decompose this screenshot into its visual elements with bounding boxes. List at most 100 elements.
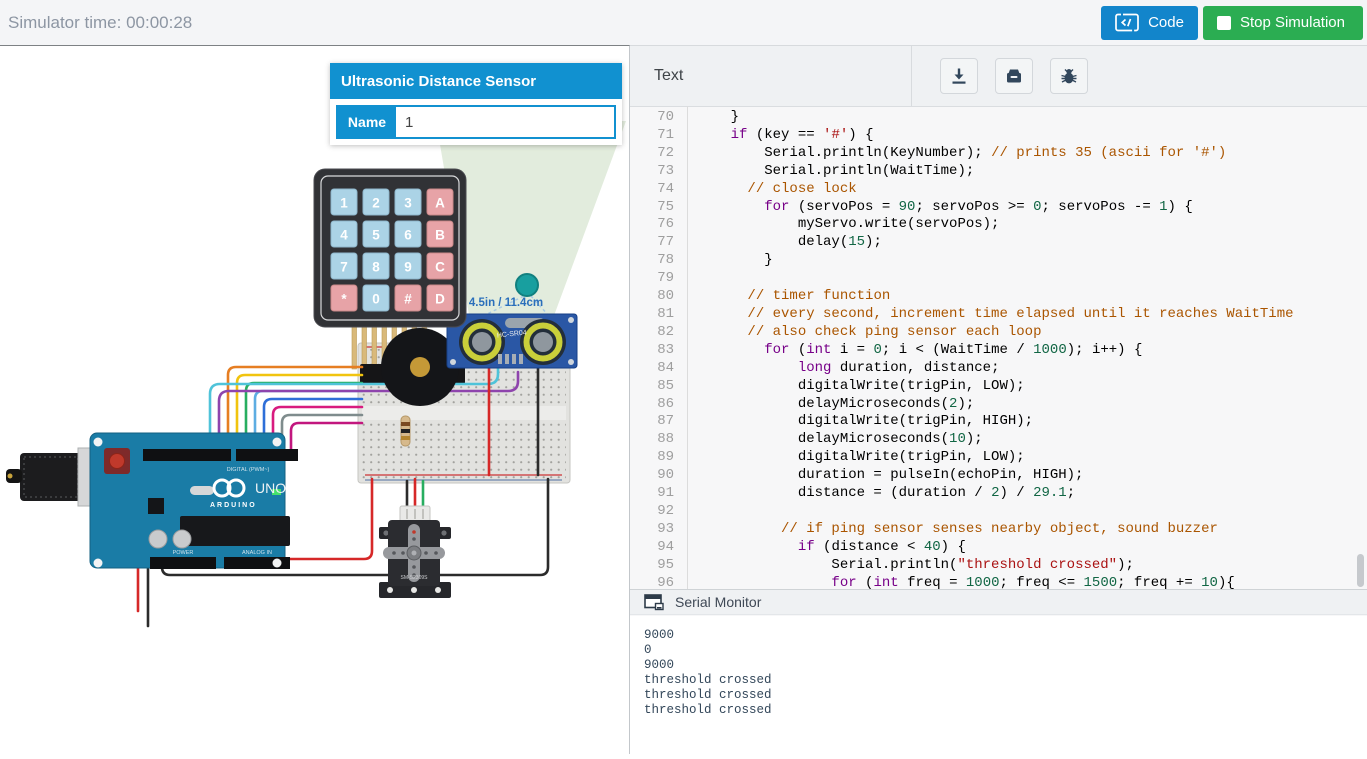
code-button[interactable]: Code — [1101, 5, 1198, 40]
code-line[interactable]: 84 long duration, distance; — [630, 360, 1367, 378]
circuit-drawing: HC-SR04 1 2 3 A 4 5 6 B 7 8 9 C * 0 # D 4.5in / 11.4cm — [6, 121, 626, 628]
keypad-key-1[interactable]: 1 — [330, 188, 358, 216]
code-line[interactable]: 75 for (servoPos = 90; servoPos >= 0; se… — [630, 199, 1367, 217]
svg-text:3: 3 — [404, 196, 412, 211]
code-line[interactable]: 72 Serial.println(KeyNumber); // prints … — [630, 145, 1367, 163]
arduino-brand-label: ARDUINO — [210, 502, 257, 509]
debug-icon — [1061, 69, 1077, 84]
keypad-key-star[interactable]: * — [330, 284, 358, 312]
code-line[interactable]: 82 // also check ping sensor each loop — [630, 324, 1367, 342]
code-line[interactable]: 78 } — [630, 252, 1367, 270]
keypad-key-6[interactable]: 6 — [394, 220, 422, 248]
keypad-key-9[interactable]: 9 — [394, 252, 422, 280]
line-number: 95 — [657, 556, 674, 573]
code-line[interactable]: 81 // every second, increment time elaps… — [630, 306, 1367, 324]
download-button[interactable] — [940, 58, 978, 94]
resistor[interactable] — [400, 415, 411, 447]
line-number-gutter — [630, 106, 688, 589]
svg-text:6: 6 — [404, 228, 412, 243]
line-number: 74 — [657, 180, 674, 197]
keypad-key-8[interactable]: 8 — [362, 252, 390, 280]
serial-monitor-output: 9000 0 9000 threshold crossed threshold … — [630, 616, 1367, 754]
line-number: 84 — [657, 359, 674, 376]
svg-text:7: 7 — [340, 260, 348, 275]
component-popup: Ultrasonic Distance Sensor Name — [330, 63, 622, 145]
piezo-buzzer[interactable] — [381, 328, 459, 406]
code-line[interactable]: 87 digitalWrite(trigPin, HIGH); — [630, 413, 1367, 431]
code-line[interactable]: 80 // timer function — [630, 288, 1367, 306]
popup-body: Name — [330, 99, 622, 145]
line-number: 91 — [657, 485, 674, 502]
svg-text:#: # — [404, 292, 412, 307]
serial-monitor-title: Serial Monitor — [675, 594, 762, 610]
line-number: 86 — [657, 395, 674, 412]
code-editor[interactable]: 70 } 71 if (key == '#') {72 Serial.printl… — [630, 106, 1367, 589]
code-line[interactable]: 94 if (distance < 40) { — [630, 539, 1367, 557]
code-line[interactable]: 74 // close lock — [630, 181, 1367, 199]
code-line[interactable]: 88 delayMicroseconds(10); — [630, 431, 1367, 449]
keypad-key-B[interactable]: B — [426, 220, 454, 248]
arduino-logo-label: UNO — [255, 480, 286, 496]
code-line[interactable]: 77 delay(15); — [630, 234, 1367, 252]
code-line[interactable]: 70 } — [630, 109, 1367, 127]
component-name-input[interactable] — [396, 107, 614, 137]
jumper-wires[interactable] — [136, 365, 550, 628]
keypad-key-0[interactable]: 0 — [362, 284, 390, 312]
code-line[interactable]: 95 Serial.println("threshold crossed"); — [630, 557, 1367, 575]
editor-mode-select[interactable]: Text — [630, 46, 912, 106]
keypad-key-C[interactable]: C — [426, 252, 454, 280]
stop-simulation-button[interactable]: Stop Simulation — [1202, 5, 1363, 40]
line-number: 88 — [657, 431, 674, 448]
keypad-key-5[interactable]: 5 — [362, 220, 390, 248]
ultrasonic-sensor[interactable]: HC-SR04 — [446, 313, 578, 369]
code-line[interactable]: 73 Serial.println(WaitTime); — [630, 163, 1367, 181]
line-number: 75 — [657, 198, 674, 215]
code-line[interactable]: 93 // if ping sensor senses nearby objec… — [630, 521, 1367, 539]
keypad-key-hash[interactable]: # — [394, 284, 422, 312]
arduino-uno[interactable]: UNO ARDUINO DIGITAL (PWM~) POWER ANALOG … — [6, 432, 298, 569]
line-number: 78 — [657, 252, 674, 269]
target-object[interactable] — [515, 273, 539, 297]
line-number: 70 — [657, 109, 674, 125]
code-line[interactable]: 92 — [630, 503, 1367, 521]
svg-text:C: C — [435, 260, 445, 275]
keypad[interactable]: 1 2 3 A 4 5 6 B 7 8 9 C * 0 # D — [313, 168, 467, 328]
serial-monitor-header[interactable]: Serial Monitor — [630, 589, 1367, 615]
code-line[interactable]: 96 for (int freq = 1000; freq <= 1500; f… — [630, 575, 1367, 589]
svg-text:A: A — [435, 196, 445, 211]
code-line[interactable]: 76 myServo.write(servoPos); — [630, 216, 1367, 234]
keypad-key-2[interactable]: 2 — [362, 188, 390, 216]
line-number: 71 — [657, 126, 674, 143]
line-number: 85 — [657, 377, 674, 394]
line-number: 81 — [657, 305, 674, 322]
code-line[interactable]: 79 — [630, 270, 1367, 288]
editor-toolbar — [912, 58, 1088, 94]
sensor-model-label: HC-SR04 — [497, 329, 528, 339]
keypad-key-7[interactable]: 7 — [330, 252, 358, 280]
code-line[interactable]: 86 delayMicroseconds(2); — [630, 396, 1367, 414]
svg-text:9: 9 — [404, 260, 412, 275]
code-line[interactable]: 83 for (int i = 0; i < (WaitTime / 1000)… — [630, 342, 1367, 360]
popup-name-row: Name — [336, 105, 616, 139]
code-line[interactable]: 71 if (key == '#') { — [630, 127, 1367, 145]
line-number: 77 — [657, 234, 674, 251]
top-toolbar: Simulator time: 00:00:28 Code Stop Simul… — [0, 0, 1367, 45]
keypad-key-4[interactable]: 4 — [330, 220, 358, 248]
line-number: 80 — [657, 288, 674, 305]
library-button[interactable] — [995, 58, 1033, 94]
code-line[interactable]: 85 digitalWrite(trigPin, LOW); — [630, 378, 1367, 396]
debug-button[interactable] — [1050, 58, 1088, 94]
code-line[interactable]: 90 duration = pulseIn(echoPin, HIGH); — [630, 467, 1367, 485]
micro-servo[interactable]: SM-S2309S — [379, 505, 451, 598]
keypad-key-A[interactable]: A — [426, 188, 454, 216]
serial-monitor-icon — [644, 593, 664, 610]
editor-scrollbar[interactable] — [1357, 554, 1364, 587]
circuit-canvas[interactable]: HC-SR04 1 2 3 A 4 5 6 B 7 8 9 C * 0 # D 4.5in / 11.4cm — [0, 45, 630, 754]
code-icon — [1115, 13, 1139, 32]
code-line[interactable]: 91 distance = (duration / 2) / 29.1; — [630, 485, 1367, 503]
arduino-analog-label: ANALOG IN — [242, 550, 272, 556]
keypad-key-D[interactable]: D — [426, 284, 454, 312]
code-line[interactable]: 89 digitalWrite(trigPin, LOW); — [630, 449, 1367, 467]
keypad-key-3[interactable]: 3 — [394, 188, 422, 216]
svg-text:1: 1 — [340, 196, 348, 211]
